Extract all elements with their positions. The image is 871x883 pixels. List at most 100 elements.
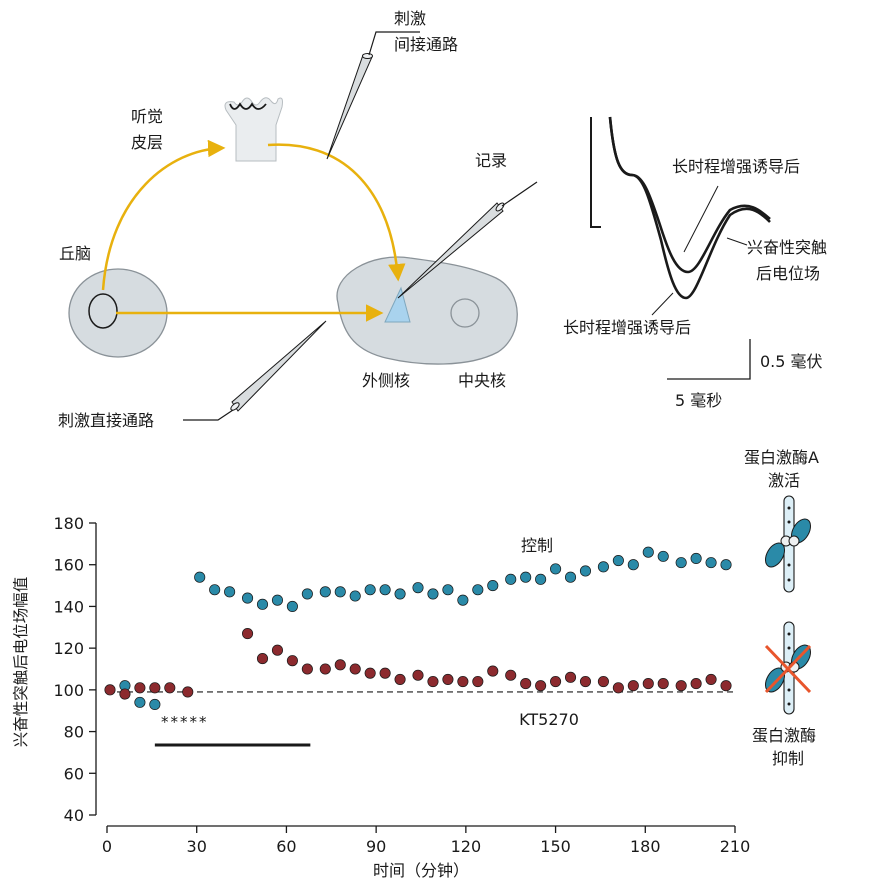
pka-panel: 蛋白激酶A 激活 蛋白激酶 抑制 <box>744 448 819 768</box>
inhibited-point <box>505 669 517 681</box>
inhibited-point <box>442 673 454 685</box>
thalamus-label: 丘脑 <box>59 244 91 263</box>
pka-active-icon <box>765 495 811 593</box>
pka-active-label-line1: 蛋白激酶A <box>744 448 819 467</box>
control-point <box>657 550 669 562</box>
control-point <box>505 573 517 585</box>
control-point <box>642 546 654 558</box>
inhibited-point <box>520 678 532 690</box>
auditory-cortex-label-line2: 皮层 <box>131 133 163 152</box>
pka-inhibited-label-line2: 抑制 <box>772 749 804 768</box>
control-point <box>349 590 361 602</box>
x-tick-label: 0 <box>102 837 112 856</box>
y-tick-label: 80 <box>64 723 84 742</box>
epsp-field-label-line1: 兴奋性突触 <box>747 238 827 257</box>
inhibited-point <box>256 653 269 665</box>
inhibited-point <box>690 678 702 690</box>
indirect-stim-electrode <box>326 54 373 160</box>
control-point <box>149 698 161 711</box>
inhibited-point <box>535 680 547 692</box>
y-tick-label: 140 <box>53 597 84 616</box>
y-tick-label: 120 <box>53 639 84 658</box>
trace-after-ltp <box>608 116 771 300</box>
inhibited-point <box>394 673 406 685</box>
inhibited-point <box>301 663 313 675</box>
x-tick-label: 90 <box>366 837 386 856</box>
chart-axes: 40 60 80 100 120 140 160 180 0 30 60 90 120 150 180 210 <box>53 514 750 856</box>
x-tick-label: 180 <box>630 837 661 856</box>
inhibited-point <box>319 663 331 675</box>
lateral-nucleus-label: 外侧核 <box>362 371 410 390</box>
inhibited-point <box>104 684 116 696</box>
control-point <box>720 559 732 571</box>
control-point <box>579 565 592 577</box>
control-point <box>379 584 391 596</box>
y-axis-label: 兴奋性突触后电位场幅值 <box>12 577 30 748</box>
control-point <box>442 584 454 596</box>
central-nucleus-label: 中央核 <box>458 371 506 390</box>
inhibited-point <box>550 675 562 688</box>
control-point <box>194 571 206 583</box>
chart-overlay: ***** KT5270 <box>107 691 735 747</box>
y-tick-label: 100 <box>53 681 84 700</box>
control-point <box>412 582 424 594</box>
control-point <box>286 600 298 612</box>
inhibited-point <box>657 678 669 690</box>
control-point <box>394 588 406 600</box>
indirect-stim-label-line1: 刺激 <box>394 9 426 28</box>
inhibited-point <box>242 627 254 640</box>
control-point <box>564 571 577 583</box>
inhibited-point <box>349 663 361 675</box>
record-label: 记录 <box>475 151 507 170</box>
control-point <box>134 696 146 708</box>
thalamus-to-cortex-path <box>101 139 226 291</box>
control-point <box>427 588 439 600</box>
inhibited-point <box>364 667 376 679</box>
inhibited-point <box>597 675 609 688</box>
control-point <box>550 563 562 575</box>
control-point <box>364 584 376 596</box>
inhibited-point <box>119 688 131 700</box>
y-tick-label: 60 <box>64 764 84 783</box>
control-point <box>675 557 687 569</box>
control-point <box>520 571 532 583</box>
inhibited-point <box>564 671 577 683</box>
control-point <box>209 584 221 596</box>
x-tick-label: 120 <box>451 837 482 856</box>
indirect-stim-label-line2: 间接通路 <box>394 35 458 54</box>
inhibited-point <box>164 682 176 694</box>
inhibited-point <box>286 655 298 667</box>
field-epsp-traces: 长时程增强诱导后 兴奋性突触 后电位场 长时程增强诱导后 0.5 毫伏 5 毫秒 <box>563 116 827 410</box>
inhibited-point <box>134 682 146 694</box>
epsp-field-label-line2: 后电位场 <box>756 264 820 283</box>
ltp-label-bottom: 长时程增强诱导后 <box>563 318 691 337</box>
central-nucleus-circle <box>450 298 480 328</box>
thalamus-nucleus <box>88 293 118 329</box>
inhibited-point <box>642 678 654 690</box>
control-point <box>457 594 469 606</box>
control-point <box>242 592 254 604</box>
stim-artifact <box>590 117 601 228</box>
inhibited-point <box>705 673 717 685</box>
control-point <box>597 561 609 573</box>
x-tick-label: 150 <box>540 837 571 856</box>
y-tick-label: 40 <box>64 806 84 825</box>
control-point <box>319 586 331 598</box>
inhibited-point <box>612 682 624 694</box>
control-point <box>487 580 499 592</box>
scale-bar <box>667 339 751 380</box>
inhibited-point <box>720 680 732 692</box>
pka-inhibited-icon <box>764 621 812 715</box>
control-point <box>301 588 313 600</box>
y-tick-label: 160 <box>53 556 84 575</box>
inhibited-point <box>379 667 391 679</box>
chart-points <box>104 546 732 711</box>
direct-stim-electrode <box>231 320 327 412</box>
ltp-time-course-chart: 40 60 80 100 120 140 160 180 0 30 60 90 120 150 180 210… <box>12 514 750 880</box>
inhibited-point <box>457 675 469 688</box>
control-point <box>334 586 346 598</box>
x-tick-label: 210 <box>720 837 751 856</box>
scale-time-label: 5 毫秒 <box>675 391 722 410</box>
inhibited-point <box>412 669 424 681</box>
drug-label: KT5270 <box>519 710 579 729</box>
